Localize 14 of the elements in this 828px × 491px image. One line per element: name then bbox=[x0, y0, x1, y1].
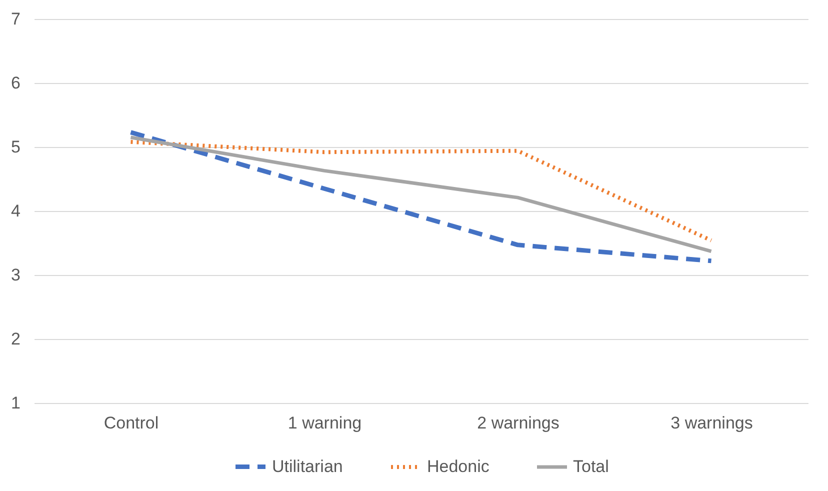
x-tick-label: 3 warnings bbox=[670, 414, 753, 432]
x-tick-label: Control bbox=[104, 414, 159, 432]
y-tick-label: 2 bbox=[11, 330, 20, 348]
y-tick-label: 3 bbox=[11, 266, 20, 284]
x-tick-label: 1 warning bbox=[288, 414, 362, 432]
y-tick-label: 4 bbox=[11, 202, 20, 220]
y-tick-label: 1 bbox=[11, 394, 20, 412]
x-tick-label: 2 warnings bbox=[477, 414, 560, 432]
legend-label: Total bbox=[573, 457, 609, 476]
y-tick-label: 6 bbox=[11, 74, 20, 92]
y-tick-label: 7 bbox=[11, 10, 20, 28]
legend-label: Hedonic bbox=[427, 457, 490, 476]
legend-label: Utilitarian bbox=[272, 456, 343, 476]
y-tick-label: 5 bbox=[11, 138, 20, 156]
